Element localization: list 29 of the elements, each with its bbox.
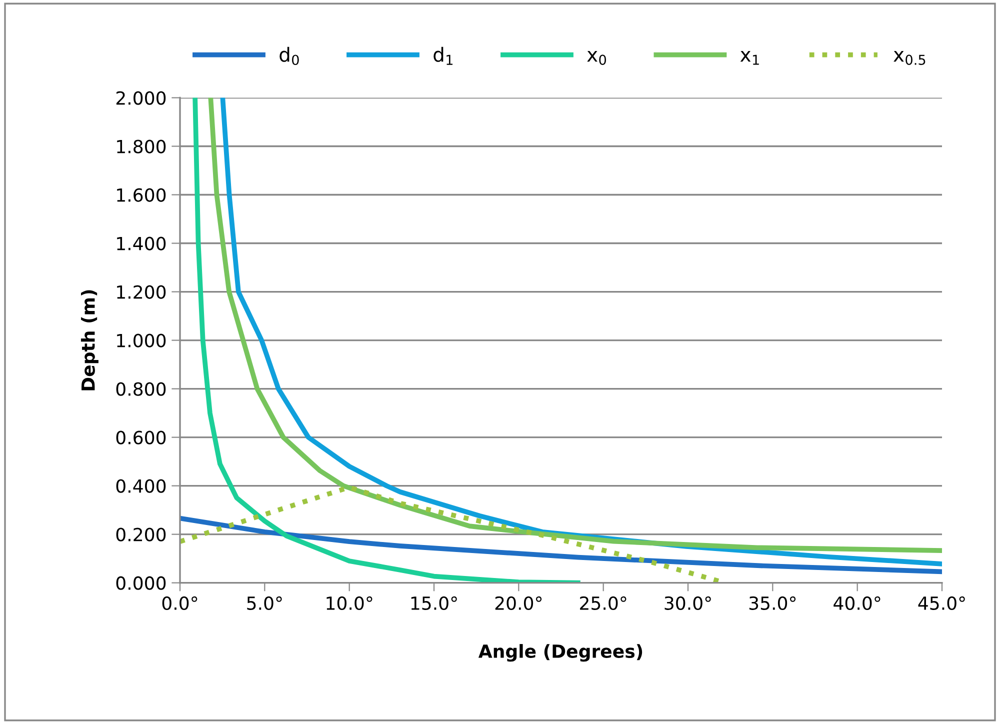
x-tick-label: 10.0° <box>326 596 372 610</box>
y-axis-title: Depth (m) <box>80 290 98 390</box>
y-tick-label: 2.000 <box>116 91 166 105</box>
x-tick-label: 40.0° <box>834 596 880 610</box>
legend-label: x$_{0}$ <box>587 50 606 65</box>
y-tick-label: 0.200 <box>116 528 166 542</box>
y-tick-label: 0.600 <box>116 430 166 444</box>
line-series <box>192 98 580 583</box>
y-tick-label: 0.000 <box>116 576 166 590</box>
legend-label: d$_{1}$ <box>434 46 452 65</box>
x-tick-label: 25.0° <box>580 596 626 610</box>
x-tick-label: 0.0° <box>162 596 198 610</box>
x-tick-label: 45.0° <box>918 596 965 610</box>
y-tick-label: 1.600 <box>117 188 166 202</box>
x-tick-label: 5.0° <box>247 596 282 610</box>
y-tick-label: 1.400 <box>117 236 166 250</box>
y-tick-label: 1.800 <box>117 140 166 154</box>
y-tick-label: 0.400 <box>116 479 166 493</box>
x-tick-label: 15.0° <box>411 596 457 610</box>
y-tick-label: 1.200 <box>117 285 166 299</box>
y-tick-label: 0.800 <box>116 382 166 396</box>
legend-label: x$_{0.5}$ <box>894 50 926 65</box>
legend-label: x$_{1}$ <box>740 50 759 65</box>
x-tick-label: 35.0° <box>749 596 796 610</box>
x-tick-label: 30.0° <box>664 596 711 610</box>
x-tick-label: 20.0° <box>495 596 542 610</box>
x-axis-title: Angle (Degrees) <box>478 644 642 662</box>
y-tick-label: 1.000 <box>117 334 166 348</box>
legend-label: d$_{0}$ <box>280 46 299 66</box>
